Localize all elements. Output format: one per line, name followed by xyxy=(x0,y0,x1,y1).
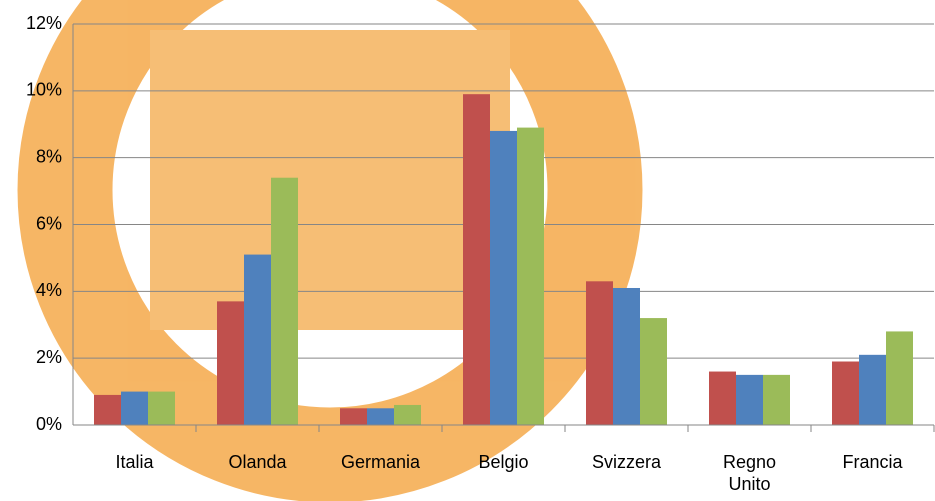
bar xyxy=(586,281,613,425)
bar xyxy=(490,130,517,425)
y-tick-label: 8% xyxy=(36,146,62,166)
bar xyxy=(340,408,367,425)
watermark-block xyxy=(150,30,510,330)
watermark xyxy=(17,0,643,501)
watermark-ring xyxy=(17,0,643,501)
bar xyxy=(148,391,175,425)
y-tick-label: 2% xyxy=(36,347,62,367)
bar xyxy=(763,374,790,425)
y-tick-label: 6% xyxy=(36,213,62,233)
bar xyxy=(886,331,913,425)
x-tick-label: Italia xyxy=(115,452,154,472)
x-tick-label: Regno Unito xyxy=(722,452,777,494)
bar xyxy=(640,318,667,425)
bar xyxy=(244,254,271,425)
y-tick-label: 12% xyxy=(26,13,62,33)
bar xyxy=(271,177,298,425)
bar xyxy=(859,354,886,425)
bar xyxy=(367,408,394,425)
bar xyxy=(709,371,736,425)
y-tick-label: 0% xyxy=(36,414,62,434)
x-tick-label: Belgio xyxy=(478,452,529,472)
x-tick-label: Olanda xyxy=(228,452,287,472)
x-tick-label: Germania xyxy=(340,452,421,472)
y-tick-label: 4% xyxy=(36,280,62,300)
bar xyxy=(832,361,859,425)
y-tick-label: 10% xyxy=(26,80,62,100)
x-tick-label: Francia xyxy=(842,452,903,472)
bar xyxy=(613,287,640,425)
bar xyxy=(517,127,544,425)
bar xyxy=(121,391,148,425)
bar xyxy=(217,301,244,425)
bar xyxy=(736,374,763,425)
x-tick-label: Svizzera xyxy=(591,452,662,472)
bar xyxy=(94,394,121,425)
bar xyxy=(394,404,421,425)
bar xyxy=(463,94,490,426)
